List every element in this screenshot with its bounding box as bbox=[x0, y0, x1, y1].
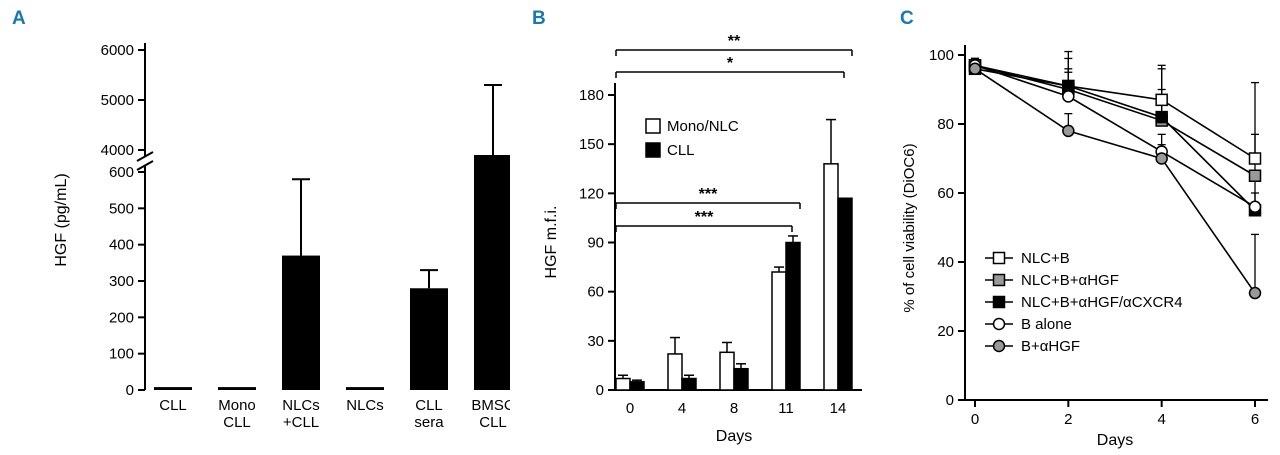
svg-text:+CLL: +CLL bbox=[283, 414, 319, 431]
svg-text:40: 40 bbox=[937, 254, 954, 271]
svg-text:***: *** bbox=[699, 186, 718, 203]
svg-text:6000: 6000 bbox=[101, 42, 134, 59]
panel-a: A 0 100 200 300 400 500 600 4000 5000 6000 HGF (pg… bbox=[0, 0, 510, 455]
svg-text:90: 90 bbox=[587, 235, 604, 252]
svg-text:400: 400 bbox=[109, 237, 134, 254]
svg-text:BMSC: BMSC bbox=[471, 397, 510, 414]
svg-text:180: 180 bbox=[579, 87, 604, 104]
svg-text:B alone: B alone bbox=[1021, 316, 1072, 333]
svg-text:HGF m.f.i.: HGF m.f.i. bbox=[543, 206, 560, 279]
svg-text:Days: Days bbox=[1097, 432, 1133, 449]
panel-a-bar-chart: 0 100 200 300 400 500 600 4000 5000 6000 HGF (pg/m… bbox=[53, 42, 510, 431]
svg-text:0: 0 bbox=[971, 411, 979, 428]
svg-text:4: 4 bbox=[1157, 411, 1165, 428]
svg-text:200: 200 bbox=[109, 309, 134, 326]
svg-text:NLCs: NLCs bbox=[346, 397, 384, 414]
svg-text:CLL: CLL bbox=[667, 142, 695, 159]
svg-text:4: 4 bbox=[678, 400, 686, 417]
svg-text:0: 0 bbox=[626, 400, 634, 417]
panel-a-label: A bbox=[12, 8, 26, 29]
svg-text:sera: sera bbox=[414, 414, 444, 431]
svg-text:2: 2 bbox=[1064, 411, 1072, 428]
svg-text:100: 100 bbox=[109, 346, 134, 363]
svg-text:Mono/NLC: Mono/NLC bbox=[667, 118, 739, 135]
svg-text:60: 60 bbox=[937, 185, 954, 202]
svg-text:CLL: CLL bbox=[415, 397, 443, 414]
svg-text:6: 6 bbox=[1251, 411, 1259, 428]
svg-text:CLL: CLL bbox=[159, 397, 187, 414]
svg-text:11: 11 bbox=[778, 400, 794, 417]
svg-text:500: 500 bbox=[109, 200, 134, 217]
panel-c: C 0 20 40 60 80 100 0 2 4 6 Days % of cell viabilit… bbox=[890, 0, 1280, 455]
svg-text:B+αHGF: B+αHGF bbox=[1021, 338, 1080, 355]
svg-text:CLL: CLL bbox=[223, 414, 251, 431]
svg-text:14: 14 bbox=[830, 400, 847, 417]
svg-text:CLL: CLL bbox=[479, 414, 507, 431]
panel-c-label: C bbox=[900, 8, 914, 29]
svg-text:NLC+B+αHGF: NLC+B+αHGF bbox=[1021, 272, 1119, 289]
svg-text:NLC+B+αHGF/αCXCR4: NLC+B+αHGF/αCXCR4 bbox=[1021, 294, 1183, 311]
svg-text:0: 0 bbox=[946, 392, 954, 409]
svg-text:NLC+B: NLC+B bbox=[1021, 250, 1070, 267]
svg-text:% of cell viability (DiOC6): % of cell viability (DiOC6) bbox=[901, 143, 918, 312]
svg-text:***: *** bbox=[695, 209, 714, 226]
svg-text:8: 8 bbox=[730, 400, 738, 417]
svg-text:4000: 4000 bbox=[101, 142, 134, 159]
panel-b-label: B bbox=[532, 8, 546, 29]
svg-text:5000: 5000 bbox=[101, 92, 134, 109]
svg-text:30: 30 bbox=[587, 333, 604, 350]
svg-text:0: 0 bbox=[126, 382, 134, 399]
svg-text:NLCs: NLCs bbox=[282, 397, 320, 414]
svg-text:60: 60 bbox=[587, 284, 604, 301]
svg-text:300: 300 bbox=[109, 273, 134, 290]
svg-text:HGF (pg/mL): HGF (pg/mL) bbox=[53, 173, 70, 266]
svg-text:120: 120 bbox=[579, 185, 604, 202]
svg-text:**: ** bbox=[728, 33, 741, 50]
svg-text:20: 20 bbox=[937, 323, 954, 340]
panel-c-line-chart: 0 20 40 60 80 100 0 2 4 6 Days % of cell viability … bbox=[901, 45, 1268, 449]
svg-text:150: 150 bbox=[579, 136, 604, 153]
panel-b-grouped-bar-chart: 0 30 60 90 120 150 180 HGF m.f.i. 0 4 8 11 14 Days Mon… bbox=[543, 33, 862, 445]
svg-text:Mono: Mono bbox=[218, 397, 256, 414]
svg-text:80: 80 bbox=[937, 116, 954, 133]
svg-text:100: 100 bbox=[929, 47, 954, 64]
svg-text:Days: Days bbox=[716, 428, 752, 445]
svg-text:600: 600 bbox=[109, 164, 134, 181]
svg-text:0: 0 bbox=[596, 382, 604, 399]
svg-text:*: * bbox=[727, 55, 734, 72]
panel-b: B 0 30 60 90 120 150 180 HGF m.f.i. 0 4 8 11 14 Days M… bbox=[510, 0, 890, 455]
